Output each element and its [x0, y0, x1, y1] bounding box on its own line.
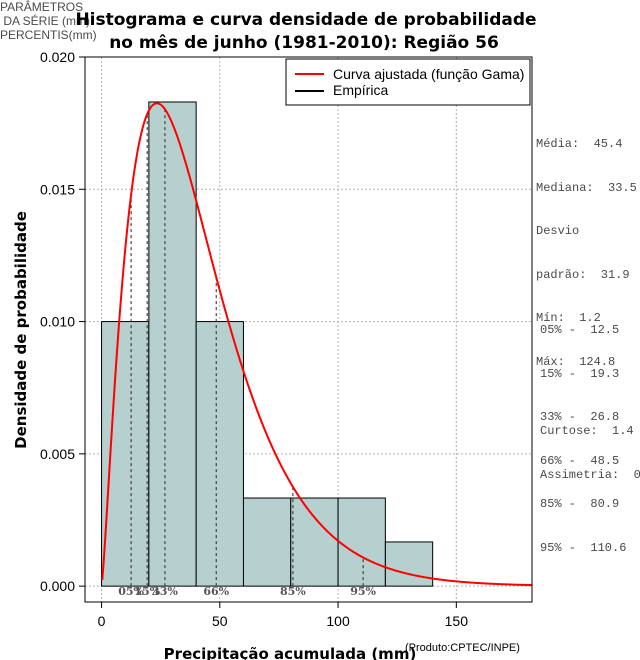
y-tick-label-1: 0.005: [40, 446, 75, 462]
legend: Curva ajustada (função Gama) Empírica: [285, 58, 531, 106]
legend-label-curve: Curva ajustada (função Gama): [333, 66, 524, 82]
legend-box: [285, 58, 531, 106]
histogram-bar-0: [101, 321, 150, 587]
histogram-bar-5: [337, 497, 386, 587]
x-tick-label-1: 50: [212, 613, 228, 629]
gamma-curve-layer: [101, 102, 532, 587]
param-max: Máx: 124.8: [536, 354, 616, 369]
y-tick-label-0: 0.000: [40, 578, 75, 594]
param-median: Mediana: 33.5: [536, 180, 637, 195]
y-tick-label-2: 0.010: [40, 314, 75, 330]
percentis-list: 05% - 12.5 15% - 19.3 33% - 26.8 66% - 4…: [540, 294, 626, 570]
stat-kurtosis: Curtose: 1.4: [540, 424, 634, 438]
gamma-fit-curve: [101, 102, 532, 587]
percentile-15: 15% - 19.3: [540, 366, 620, 381]
histogram-bar-2: [195, 321, 244, 587]
param-min: Mín: 1.2: [536, 311, 601, 325]
percentile-33: 33% - 26.8: [540, 410, 620, 424]
y-tick-label-4: 0.020: [40, 49, 75, 65]
params-title: PARÂMETROS: [0, 0, 84, 14]
x-tick-label-0: 0: [98, 613, 106, 629]
y-tick-label-3: 0.015: [40, 181, 75, 197]
product-credit: (Produto:CPTEC/INPE): [405, 642, 520, 654]
param-stddev: padrão: 31.9: [536, 267, 630, 282]
percentile-66: 66% - 48.5: [540, 453, 620, 468]
histogram-bar-6: [384, 541, 434, 587]
percentile-marker-label-1: 15%: [134, 585, 160, 598]
param-mean: Média: 45.4: [536, 137, 623, 151]
percentile-marker-label-5: 95%: [350, 585, 376, 598]
percentile-marker-label-2: 33%: [152, 585, 178, 598]
params-list: Média: 45.4 Mediana: 33.5 Desvio padrão:…: [536, 108, 637, 384]
params-subtitle: DA SÉRIE (mm): [0, 14, 91, 28]
chart-title-line-1: Histograma e curva densidade de probabil…: [75, 10, 536, 30]
histogram-bar-4: [290, 497, 339, 587]
percentile-95: 95% - 110.6: [540, 540, 627, 555]
x-axis-title: Precipitação acumulada (mm): [164, 645, 417, 660]
stat-skewness: Assimetria: 0.2: [540, 467, 640, 482]
x-tick-label-3: 150: [445, 613, 469, 629]
legend-label-empirical: Empírica: [333, 82, 388, 98]
x-axis: 0 50 100 150: [98, 602, 469, 629]
percentile-marker-label-3: 66%: [203, 585, 229, 598]
y-axis-title: Densidade de probabilidade: [12, 211, 30, 449]
percentile-85: 85% - 80.9: [540, 497, 620, 511]
stats-list: Curtose: 1.4 Assimetria: 0.2: [540, 395, 640, 497]
chart-title-line-2: no mês de junho (1981-2010): Região 56: [109, 33, 499, 53]
percentile-marker-label-0: 05%: [118, 585, 144, 598]
histogram-bars: [101, 101, 434, 587]
y-axis: 0.000 0.005 0.010 0.015 0.020: [40, 49, 85, 594]
percentile-marker-label-4: 85%: [280, 585, 306, 598]
plot-frame: [84, 56, 533, 603]
histogram-bar-1: [148, 101, 197, 587]
x-tick-label-2: 100: [326, 613, 350, 629]
histogram-bar-3: [242, 497, 292, 587]
percentile-markers: 05%15%33% 66% 85% 95%: [118, 109, 377, 598]
percentile-05: 05% - 12.5: [540, 323, 620, 337]
percentis-title: PERCENTIS(mm): [0, 28, 97, 42]
param-stddev-label: Desvio: [536, 224, 580, 238]
